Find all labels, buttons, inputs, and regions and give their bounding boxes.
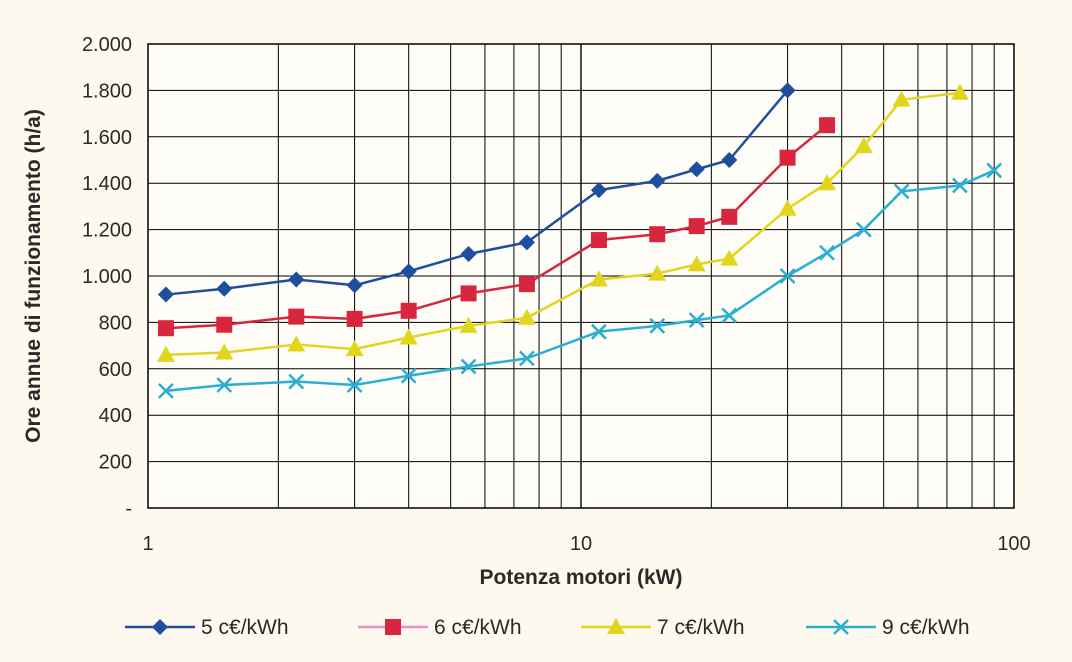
cross-marker	[819, 244, 835, 261]
square-marker	[157, 320, 174, 337]
legend-item: 5 c€/kWh	[125, 616, 289, 639]
y-tick-labels: - 200 400 600 800 1.000 1.200 1.400 1.600 1.800 2.…	[82, 34, 132, 520]
square-marker	[288, 308, 305, 325]
x-tick-label: 10	[570, 533, 592, 555]
y-tick-label: 800	[99, 312, 132, 334]
legend: 5 c€/kWh 6 c€/kWh 7 c€/kWh 9 c€/kWh	[125, 616, 970, 639]
cross-marker	[688, 312, 705, 328]
series-line	[165, 91, 961, 357]
y-tick-label: 600	[99, 359, 132, 381]
diamond-marker	[688, 161, 705, 178]
cross-marker	[216, 377, 233, 393]
cross-marker	[158, 382, 174, 399]
y-tick-label: 1.200	[82, 220, 132, 242]
legend-item: 6 c€/kWh	[358, 616, 522, 639]
y-tick-label: 400	[99, 405, 132, 427]
triangle-marker	[818, 174, 837, 191]
square-marker	[590, 232, 607, 249]
x-tick-label: 100	[997, 533, 1030, 555]
triangle-marker	[156, 345, 175, 362]
y-tick-label: 1.600	[82, 127, 132, 149]
cross-marker	[855, 221, 872, 238]
cross-marker	[952, 177, 968, 194]
legend-item: 7 c€/kWh	[581, 616, 745, 639]
triangle-marker	[459, 316, 478, 333]
square-marker	[385, 619, 401, 635]
y-tick-label: 200	[99, 452, 132, 474]
series-layer	[156, 82, 1003, 399]
triangle-marker	[720, 249, 739, 266]
diamond-marker	[157, 286, 174, 303]
legend-label: 6 c€/kWh	[434, 616, 522, 639]
square-marker	[346, 310, 363, 327]
triangle-marker	[399, 328, 418, 345]
triangle-marker	[589, 270, 608, 287]
triangle-marker	[854, 137, 873, 154]
triangle-marker	[517, 308, 536, 325]
diamond-marker	[216, 280, 233, 297]
series-3	[156, 83, 969, 362]
cross-marker	[591, 323, 607, 340]
cross-marker	[400, 367, 417, 384]
series-2	[157, 117, 836, 337]
cross-marker	[519, 350, 535, 367]
square-marker	[819, 117, 836, 134]
square-marker	[779, 149, 796, 166]
triangle-marker	[778, 199, 797, 216]
series-4	[158, 162, 1003, 399]
square-marker	[216, 316, 233, 333]
square-marker	[649, 226, 666, 243]
cross-marker	[833, 619, 849, 635]
y-tick-label: -	[125, 498, 132, 520]
triangle-marker	[345, 340, 364, 357]
triangle-marker	[215, 343, 234, 360]
series-1	[157, 82, 796, 303]
y-axis-title: Ore annue di funzionamento (h/a)	[22, 109, 45, 443]
triangle-marker	[607, 618, 625, 634]
triangle-marker	[287, 335, 306, 352]
triangle-marker	[687, 255, 706, 272]
cross-marker	[346, 377, 363, 393]
diamond-marker	[590, 182, 607, 199]
cross-marker	[649, 317, 666, 334]
y-tick-label: 1.800	[82, 80, 132, 102]
legend-label: 5 c€/kWh	[201, 616, 289, 639]
cross-marker	[893, 183, 910, 200]
diamond-marker	[721, 152, 738, 168]
square-marker	[400, 302, 417, 319]
triangle-marker	[648, 264, 667, 281]
triangle-marker	[892, 90, 911, 107]
square-marker	[460, 285, 477, 302]
diamond-marker	[152, 619, 168, 635]
square-marker	[518, 276, 535, 293]
cross-marker	[779, 268, 796, 284]
cross-marker	[721, 307, 738, 324]
y-tick-label: 2.000	[82, 34, 132, 56]
diamond-marker	[779, 82, 796, 99]
y-tick-label: 1.400	[82, 173, 132, 195]
diamond-marker	[649, 172, 666, 189]
legend-label: 9 c€/kWh	[882, 616, 970, 639]
diamond-marker	[346, 277, 363, 294]
cross-marker	[986, 162, 1003, 179]
diamond-marker	[288, 271, 305, 288]
legend-item: 9 c€/kWh	[806, 616, 970, 639]
plot-border	[147, 43, 1015, 509]
x-tick-label: 1	[142, 533, 153, 555]
cross-marker	[460, 358, 477, 375]
x-axis-title: Potenza motori (kW)	[480, 566, 683, 589]
legend-label: 7 c€/kWh	[657, 616, 745, 639]
cross-marker	[288, 373, 305, 390]
y-tick-label: 1.000	[82, 266, 132, 288]
x-tick-labels: 1 10 100	[142, 533, 1030, 555]
diamond-marker	[400, 263, 417, 280]
diamond-marker	[460, 245, 477, 262]
diamond-marker	[518, 234, 535, 251]
triangle-marker	[950, 83, 969, 100]
grid	[148, 44, 1014, 508]
square-marker	[688, 218, 705, 235]
square-marker	[721, 208, 738, 225]
